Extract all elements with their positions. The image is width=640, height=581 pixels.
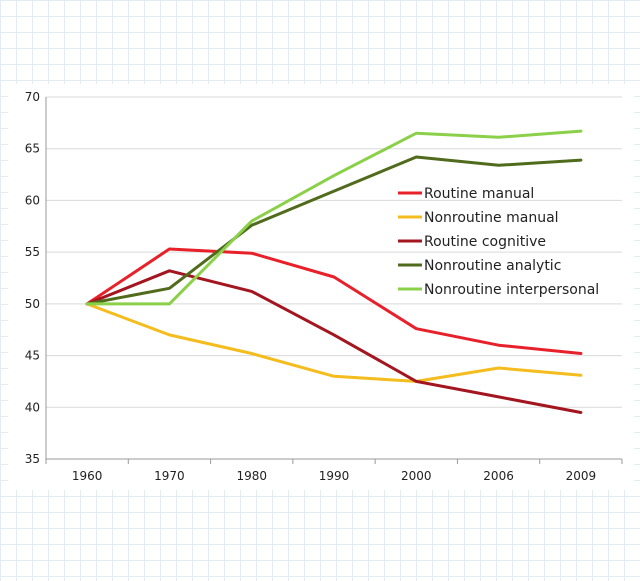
x-tick-label: 1990 [319, 469, 350, 483]
y-tick-label: 65 [25, 142, 40, 156]
y-tick-label: 35 [25, 452, 40, 466]
x-tick-label: 1970 [154, 469, 185, 483]
series-line-nonroutine-manual [85, 302, 583, 383]
x-tick-label: 2006 [483, 469, 514, 483]
y-tick-label: 55 [25, 245, 40, 259]
x-tick-label: 1960 [72, 469, 103, 483]
y-tick-label: 40 [25, 400, 40, 414]
y-tick-label: 50 [25, 297, 40, 311]
y-tick-label: 70 [25, 90, 40, 104]
y-tick-label: 60 [25, 193, 40, 207]
series-line-routine-manual [85, 247, 583, 355]
x-tick-label: 2009 [566, 469, 597, 483]
legend-label: Routine cognitive [424, 234, 546, 250]
series-line-routine-cognitive [85, 269, 583, 414]
legend-label: Routine manual [424, 186, 534, 202]
x-tick-label: 1980 [236, 469, 267, 483]
legend-label: Nonroutine interpersonal [424, 282, 599, 298]
series-line-nonroutine-interpersonal [85, 129, 583, 306]
line-chart: 35 40 45 50 55 60 65 70 1960 1970 1980 1990 2000 2006… [25, 90, 623, 483]
chart-card: 35 40 45 50 55 60 65 70 1960 1970 1980 1990 2000 2006… [8, 84, 634, 490]
series-line-nonroutine-analytic [85, 155, 583, 306]
x-tick-label: 2000 [401, 469, 432, 483]
legend-label: Nonroutine manual [424, 210, 559, 226]
y-tick-label: 45 [25, 349, 40, 363]
legend-label: Nonroutine analytic [424, 258, 561, 274]
